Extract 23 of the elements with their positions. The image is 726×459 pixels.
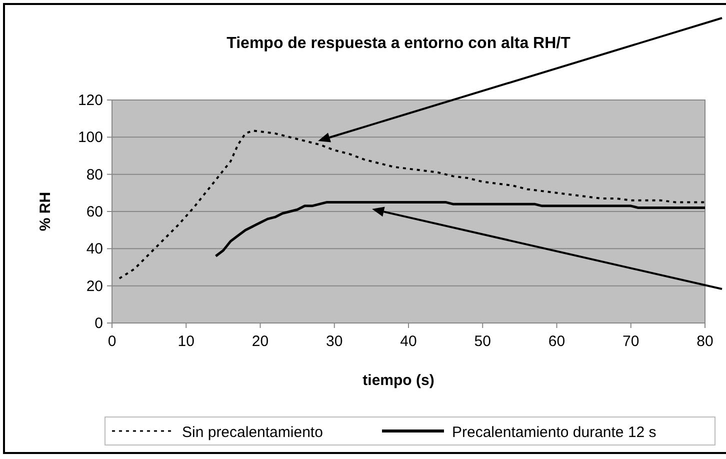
y-tick-label: 100 — [78, 129, 103, 146]
x-tick-label: 30 — [326, 333, 343, 350]
y-tick-label: 40 — [86, 240, 103, 258]
x-tick-label: 10 — [178, 333, 194, 350]
y-tick-label: 20 — [86, 278, 103, 295]
legend-label: Sin precalentamiento — [182, 424, 323, 441]
y-tick-label: 60 — [86, 204, 103, 220]
x-tick-label: 40 — [400, 333, 417, 350]
legend-label: Precalentamiento durante 12 s — [452, 424, 656, 441]
y-tick-label: 80 — [86, 166, 103, 184]
x-tick-label: 60 — [548, 333, 566, 350]
line-series — [214, 200, 706, 258]
y-tick-label: 0 — [94, 315, 103, 332]
x-tick-label: 0 — [108, 333, 116, 350]
x-tick-label: 20 — [252, 333, 269, 350]
line-series — [118, 130, 706, 280]
x-tick-label: 70 — [622, 333, 640, 350]
y-tick-label: 120 — [78, 92, 103, 109]
x-tick-label: 80 — [696, 333, 714, 350]
x-axis-title: tiempo (s) — [362, 372, 434, 389]
x-tick-label: 50 — [474, 333, 491, 350]
chart-title: Tiempo de respuesta a entorno con alta RH/T — [226, 35, 571, 52]
y-axis-title: % RH — [37, 192, 54, 232]
